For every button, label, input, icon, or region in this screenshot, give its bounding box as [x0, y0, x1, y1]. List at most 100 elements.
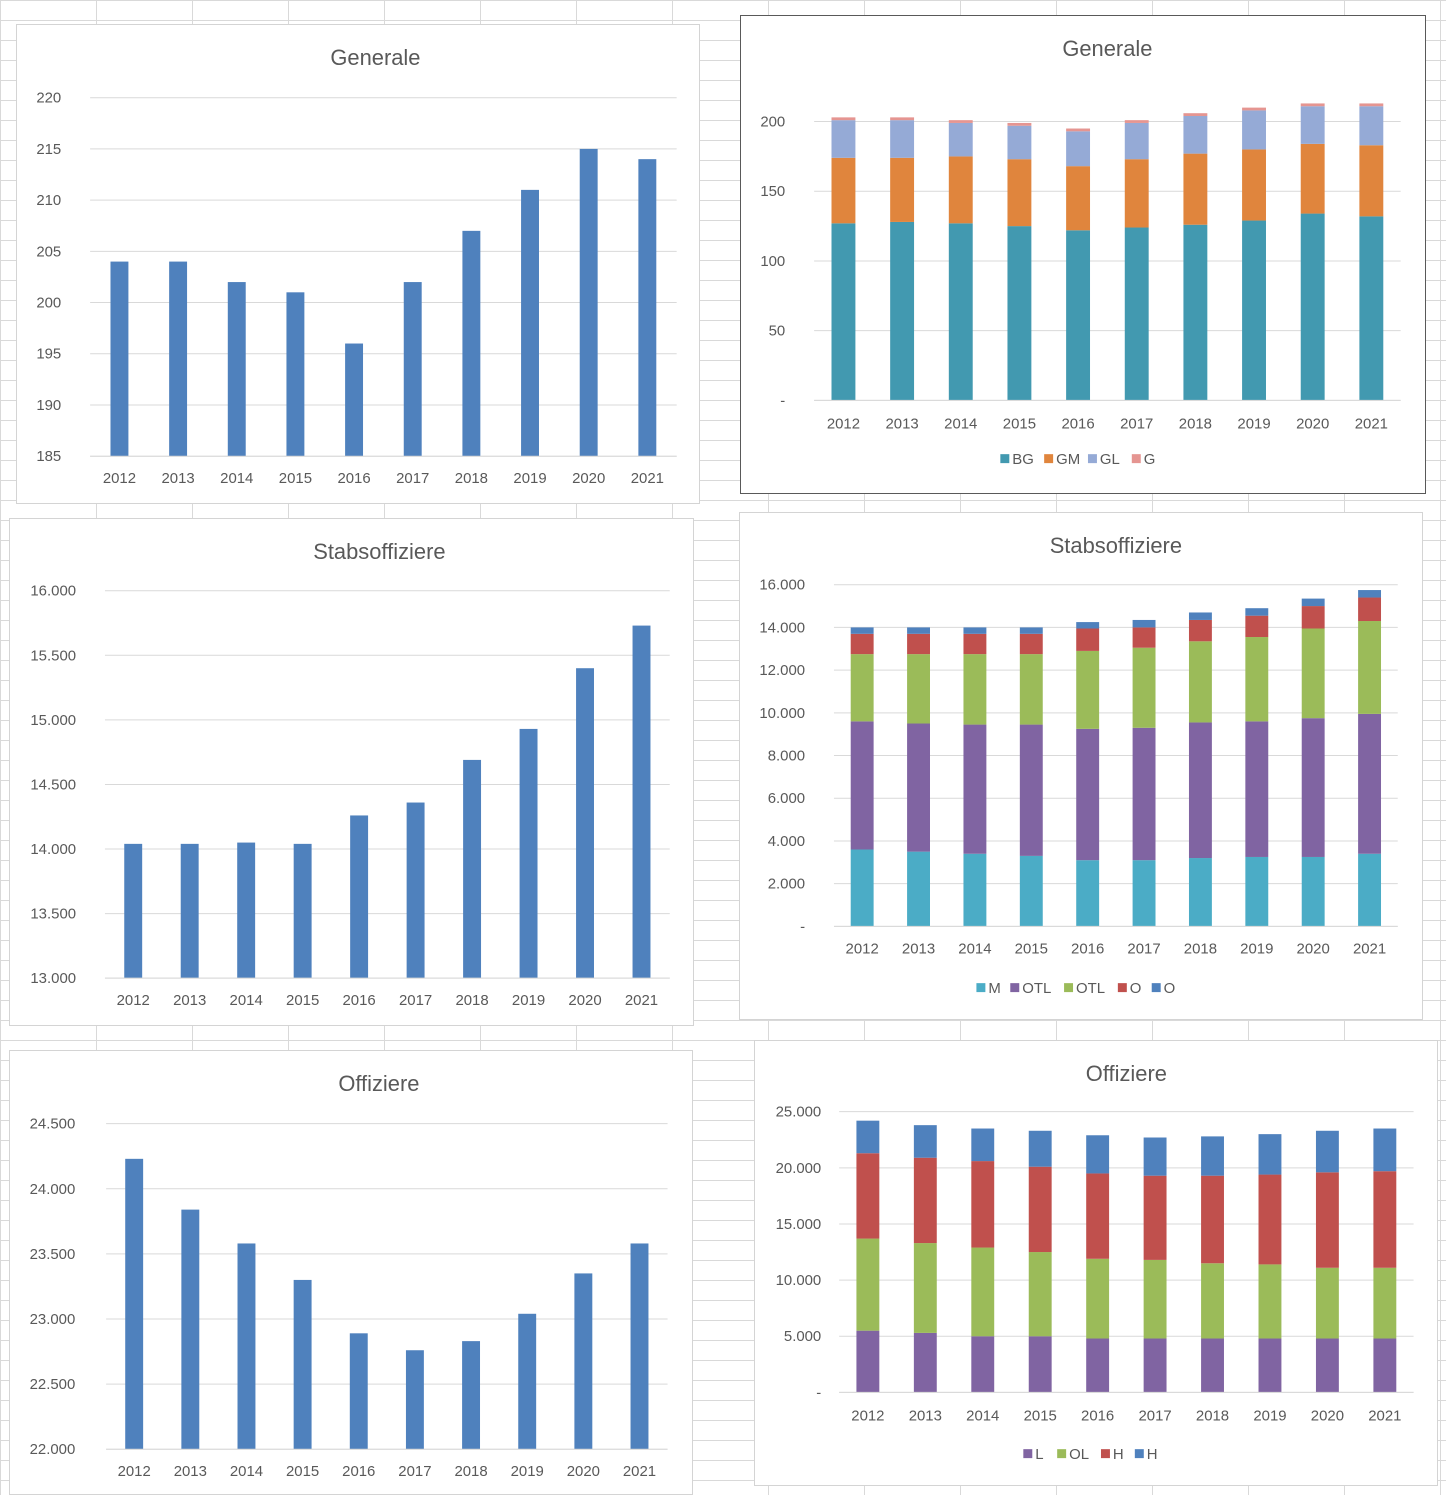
legend-label: M: [988, 980, 1000, 997]
x-tick-label: 2017: [1127, 940, 1160, 957]
bar-segment: [1315, 1172, 1339, 1268]
x-tick-label: 2017: [1120, 415, 1153, 432]
bar-segment: [948, 122, 973, 157]
x-tick-label: 2021: [1368, 1407, 1401, 1424]
legend-swatch: [1151, 983, 1161, 993]
x-tick-label: 2013: [902, 940, 935, 957]
bar-segment: [1124, 120, 1149, 123]
bar-segment: [1300, 213, 1325, 401]
bar: [519, 728, 538, 979]
bar-segment: [971, 1247, 995, 1337]
x-tick-label: 2018: [1196, 1407, 1229, 1424]
y-tick-label: -: [816, 1384, 821, 1401]
bar: [349, 1333, 368, 1450]
bar: [405, 1350, 424, 1450]
bar-segment: [1242, 110, 1266, 150]
legend-label: G: [1144, 451, 1156, 468]
bar-segment: [1019, 855, 1043, 927]
bar-segment: [1183, 153, 1208, 225]
y-tick-label: 215: [36, 141, 61, 158]
bar-segment: [1066, 131, 1091, 167]
x-tick-label: 2020: [1311, 1407, 1344, 1424]
bar-segment: [1132, 727, 1156, 861]
x-tick-label: 2014: [230, 1463, 263, 1480]
bar-segment: [1188, 858, 1212, 927]
x-tick-label: 2018: [1184, 940, 1217, 957]
bar-segment: [850, 849, 874, 927]
legend-swatch: [1087, 454, 1097, 464]
legend-label: O: [1164, 980, 1176, 997]
x-tick-label: 2020: [1296, 415, 1329, 432]
bar-segment: [850, 654, 874, 722]
y-tick-label: 2.000: [768, 876, 805, 893]
bar-segment: [1201, 1175, 1224, 1264]
y-tick-label: 4.000: [768, 833, 805, 850]
bar: [237, 1243, 256, 1450]
x-tick-label: 2015: [279, 470, 312, 487]
bar-segment: [1143, 1259, 1167, 1339]
y-tick-label: 200: [36, 295, 61, 312]
bar-segment: [850, 633, 874, 655]
bar-segment: [831, 157, 856, 224]
bar-segment: [1028, 1336, 1052, 1393]
bar: [350, 815, 369, 979]
chart-generale-total: Generale 185 190 195 200 205 210 215 220 2012 2013…: [16, 24, 700, 504]
bar-segment: [1132, 627, 1156, 648]
x-tick-label: 2014: [220, 470, 253, 487]
bar-segment: [850, 721, 874, 850]
legend-swatch: [1057, 1449, 1067, 1459]
bar-segment: [1086, 1258, 1110, 1339]
chart-generale-stacked: Generale - 50 100 150 200 2012 2013 2014 2015 2016…: [740, 15, 1426, 494]
chart-stabsoffiziere-total: Stabsoffiziere 13.000 13.500 14.000 14.500 15…: [9, 518, 694, 1026]
bar-segment: [1359, 216, 1384, 401]
bar-segment: [1132, 619, 1156, 628]
bar: [574, 1273, 593, 1450]
bar-segment: [856, 1153, 880, 1239]
chart-svg: Generale 185 190 195 200 205 210 215 220 2012 2013…: [36, 45, 677, 487]
bar-segment: [1183, 113, 1208, 116]
bar: [518, 1313, 537, 1450]
bar-segment: [1358, 597, 1382, 622]
x-tick-label: 2019: [1240, 940, 1273, 957]
legend-label: H: [1113, 1446, 1124, 1463]
x-tick-label: 2020: [567, 1463, 600, 1480]
bar: [579, 148, 598, 457]
bar-segment: [856, 1330, 880, 1393]
y-tick-label: 24.500: [30, 1116, 76, 1133]
bar: [293, 1279, 312, 1450]
x-tick-label: 2015: [286, 992, 319, 1009]
bar-segment: [1300, 106, 1325, 144]
x-tick-label: 2019: [1253, 1407, 1286, 1424]
legend-label: OTL: [1022, 980, 1051, 997]
y-tick-label: 190: [36, 397, 61, 414]
chart-title: Stabsoffiziere: [313, 539, 445, 564]
bar-segment: [1007, 226, 1032, 401]
bar-segment: [1258, 1264, 1282, 1339]
bar-segment: [1300, 103, 1325, 107]
bar-segment: [971, 1128, 995, 1162]
bar-segment: [1076, 650, 1100, 729]
y-tick-label: 16.000: [30, 583, 76, 600]
x-tick-label: 2017: [1138, 1407, 1171, 1424]
legend-label: OL: [1069, 1446, 1089, 1463]
bar-segment: [1301, 628, 1325, 719]
x-tick-label: 2016: [343, 992, 376, 1009]
y-tick-label: 16.000: [759, 577, 805, 594]
bar-segment: [1028, 1166, 1052, 1253]
bar-segment: [1183, 115, 1208, 154]
bar: [227, 282, 246, 457]
bar-segment: [1019, 654, 1043, 725]
x-tick-label: 2012: [851, 1407, 884, 1424]
y-tick-label: 150: [760, 183, 785, 200]
bar-segment: [1188, 641, 1212, 723]
y-tick-label: 12.000: [759, 662, 805, 679]
y-tick-label: 6.000: [768, 790, 805, 807]
y-tick-label: 8.000: [768, 748, 805, 765]
bar: [576, 668, 594, 979]
bar-segment: [1373, 1267, 1397, 1339]
x-tick-label: 2019: [511, 1463, 544, 1480]
bar-segment: [831, 223, 856, 401]
y-tick-label: 22.000: [30, 1441, 76, 1458]
legend-swatch: [1044, 454, 1054, 464]
legend-swatch: [1010, 983, 1020, 993]
